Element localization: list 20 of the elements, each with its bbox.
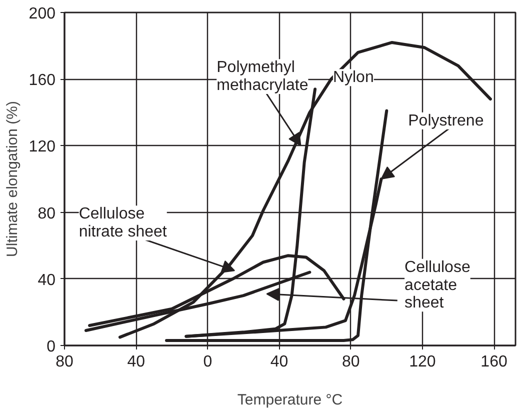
y-axis-title: Ultimate elongation (%) <box>4 101 21 257</box>
y-tick-label: 40 <box>38 272 56 289</box>
y-tick-label: 0 <box>46 338 56 356</box>
x-axis-title: Temperature °C <box>237 392 343 408</box>
y-tick-label: 120 <box>28 138 56 156</box>
x-tick-label: 160 <box>480 354 508 370</box>
x-tick-label: 120 <box>409 354 436 370</box>
x-tick-label: 0 <box>203 354 212 370</box>
y-tick-label: 160 <box>28 72 56 90</box>
y-tick-label: 200 <box>28 6 56 22</box>
text: Cellulose nitrate sheet <box>78 206 168 240</box>
x-tick-label: 80 <box>56 354 74 370</box>
series-label: Polystrene <box>408 112 484 130</box>
x-tick-label: 40 <box>270 354 288 370</box>
y-tick-label: 80 <box>38 205 56 222</box>
series-label: Polymethyl methacrylate <box>216 59 308 94</box>
text: Cellulose acetate sheet <box>404 258 470 312</box>
x-tick-label: 80 <box>342 354 360 370</box>
x-tick-label: 40 <box>127 354 146 370</box>
series-label: Nylon <box>332 69 374 86</box>
